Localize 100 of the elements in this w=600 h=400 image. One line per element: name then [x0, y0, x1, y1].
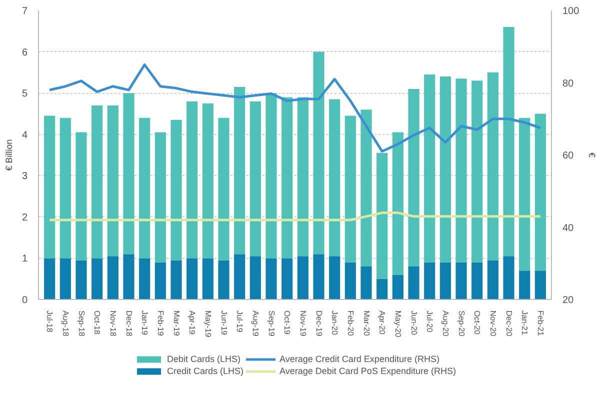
- bar: [92, 258, 103, 300]
- x-tick-label: Nov-20: [488, 310, 498, 337]
- y2-tick-label: 60: [562, 150, 574, 162]
- bar: [297, 97, 308, 256]
- bar: [329, 99, 340, 256]
- bar: [186, 258, 198, 300]
- x-tick-label: Mar-19: [172, 310, 181, 336]
- bar: [329, 256, 340, 300]
- x-tick-label: Jan-20: [330, 310, 340, 336]
- x-tick-label: Feb-19: [156, 310, 165, 336]
- x-tick-label: May-20: [393, 310, 402, 338]
- x-tick-label: Aug-20: [440, 310, 450, 337]
- bar: [170, 260, 182, 300]
- bar: [123, 254, 134, 300]
- bar: [44, 116, 56, 258]
- bar: [392, 132, 404, 275]
- bar: [266, 93, 277, 258]
- bar: [250, 256, 261, 300]
- bar: [440, 76, 451, 262]
- bar: [250, 101, 261, 256]
- y-tick-label: 7: [22, 6, 28, 17]
- x-tick-label: Feb-21: [536, 310, 545, 336]
- bar: [534, 270, 546, 300]
- bar: [472, 80, 483, 262]
- y-tick-label: 1: [22, 254, 28, 265]
- x-tick-label: Apr-19: [188, 310, 197, 336]
- x-tick-label: Dec-20: [504, 310, 514, 337]
- bar: [76, 260, 87, 300]
- x-tick-label: Jan-19: [140, 310, 150, 336]
- y-tick-label: 4: [22, 130, 28, 141]
- x-tick-label: Sep-20: [456, 310, 466, 337]
- y2-tick-label: 80: [562, 78, 574, 90]
- bar: [170, 120, 182, 260]
- bar: [266, 258, 277, 300]
- bar: [154, 262, 166, 300]
- bar: [456, 262, 467, 300]
- bar: [76, 132, 87, 260]
- legend-label: Debit Cards (LHS): [167, 354, 241, 364]
- x-tick-label: Feb-20: [346, 310, 355, 336]
- bar: [408, 266, 420, 300]
- y-tick-label: 0: [22, 295, 28, 306]
- y-tick-label: 2: [22, 212, 28, 224]
- y-axis-title: € Billion: [4, 139, 14, 171]
- bar: [487, 72, 498, 260]
- x-tick-label: Jun-19: [219, 310, 228, 336]
- bar: [519, 270, 530, 300]
- bar: [534, 114, 546, 271]
- bar: [344, 116, 356, 262]
- bar: [360, 110, 372, 266]
- y2-tick-label: 40: [562, 222, 574, 234]
- bar: [297, 256, 308, 300]
- bar: [92, 105, 103, 258]
- bar: [60, 118, 71, 258]
- bar: [487, 260, 498, 300]
- x-tick-label: Nov-18: [108, 310, 118, 337]
- legend-label: Credit Cards (LHS): [167, 366, 244, 376]
- y-tick-label: 6: [22, 47, 28, 58]
- bar: [282, 258, 293, 300]
- x-tick-label: Jun-20: [409, 310, 418, 336]
- y-tick-label: 5: [22, 88, 28, 100]
- bar: [60, 258, 71, 300]
- bar: [503, 256, 514, 300]
- bar: [234, 254, 246, 300]
- x-tick-label: Aug-18: [60, 310, 70, 337]
- bar: [282, 97, 293, 258]
- x-tick-label: Oct-18: [92, 310, 102, 336]
- bar: [44, 258, 56, 300]
- bar: [139, 258, 150, 300]
- y-tick-label: 3: [22, 171, 28, 182]
- legend-label: Average Credit Card Expenditure (RHS): [280, 354, 440, 364]
- bar: [218, 260, 230, 300]
- bar: [218, 118, 230, 260]
- y2-axis-title: €: [587, 152, 598, 158]
- bar: [360, 266, 372, 300]
- bar: [376, 152, 388, 279]
- x-tick-label: May-19: [203, 310, 212, 338]
- bar: [472, 262, 483, 300]
- x-tick-label: Oct-19: [282, 310, 292, 336]
- x-tick-label: Mar-20: [362, 310, 371, 336]
- bar: [344, 262, 356, 300]
- bar: [424, 74, 436, 262]
- bar: [376, 278, 388, 300]
- x-tick-label: Jul-20: [425, 310, 434, 333]
- bar: [139, 118, 150, 258]
- bar: [186, 101, 198, 258]
- x-tick-label: Dec-18: [124, 310, 134, 337]
- y2-tick-label: 100: [562, 6, 580, 17]
- legend-label: Average Debit Card PoS Expenditure (RHS): [280, 366, 456, 376]
- bar: [408, 88, 420, 266]
- bar: [519, 118, 530, 271]
- x-tick-label: Aug-19: [250, 310, 260, 337]
- bar: [440, 262, 451, 300]
- x-tick-label: Jul-19: [235, 310, 244, 333]
- x-tick-label: Dec-19: [314, 310, 324, 337]
- bar: [313, 52, 324, 254]
- x-tick-label: Nov-19: [298, 310, 308, 337]
- bar: [234, 86, 246, 254]
- bar: [202, 103, 214, 258]
- bar: [456, 78, 467, 262]
- x-tick-label: Sep-18: [76, 310, 86, 337]
